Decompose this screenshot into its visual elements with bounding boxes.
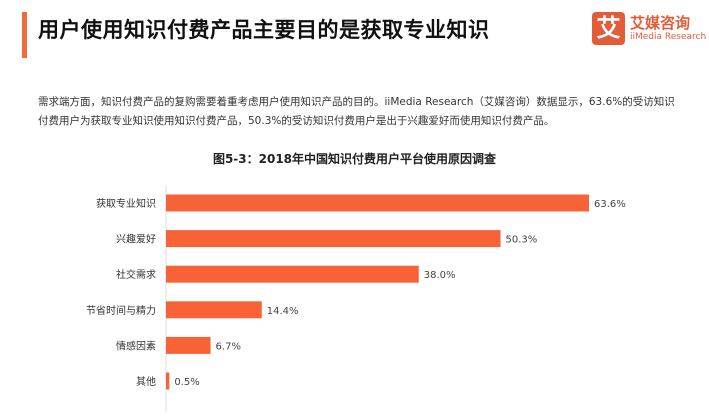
bar: [166, 265, 419, 283]
page-title: 用户使用知识付费产品主要目的是获取专业知识: [38, 18, 490, 42]
logo-name-en: iiMedia Research: [630, 32, 707, 42]
logo-name-cn: 艾媒咨询: [630, 14, 691, 32]
description-paragraph: 需求端方面，知识付费产品的复购需要着重考虑用户使用知识产品的目的。iiMedia…: [38, 96, 675, 127]
data-label: 6.7%: [216, 341, 241, 352]
data-label: 14.4%: [267, 306, 299, 317]
category-label: 兴趣爱好: [116, 233, 156, 246]
logo-mark: 艾: [592, 12, 625, 45]
data-label: 38.0%: [424, 270, 456, 281]
bar: [166, 301, 262, 319]
bar: [166, 336, 211, 354]
category-label: 社交需求: [116, 268, 156, 281]
category-label: 获取专业知识: [96, 197, 156, 210]
chart-title: 图5-3：2018年中国知识付费用户平台使用原因调查: [212, 152, 497, 166]
category-label: 节省时间与精力: [86, 304, 156, 317]
category-label: 情感因素: [116, 339, 156, 352]
bar: [166, 230, 501, 248]
category-label: 其他: [136, 375, 156, 388]
data-label: 0.5%: [174, 377, 199, 388]
logo: 艾 艾媒咨询 iiMedia Research: [592, 12, 709, 48]
data-label: 63.6%: [594, 199, 626, 210]
bar: [166, 194, 589, 212]
title-accent-bar: [22, 12, 27, 58]
bar: [166, 372, 170, 390]
data-label: 50.3%: [506, 235, 538, 246]
